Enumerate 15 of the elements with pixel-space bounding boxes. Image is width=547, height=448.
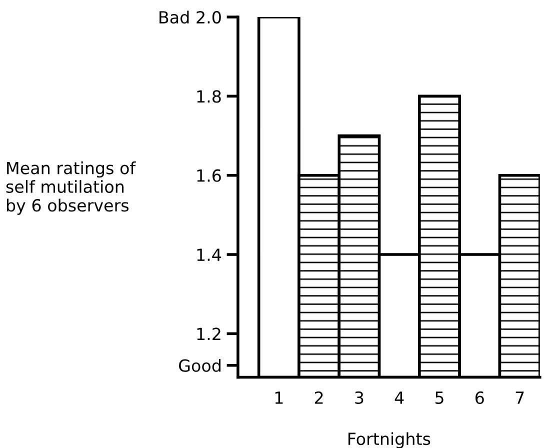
- y-axis-title: Mean ratings of self mutilation by 6 observers: [6, 161, 136, 215]
- x-tick-label: 4: [394, 392, 404, 404]
- x-tick-label: 7: [516, 392, 524, 404]
- x-tick-label: 5: [435, 392, 444, 404]
- x-axis-title: Fortnights: [348, 432, 430, 448]
- y-tick-label: Good: [179, 359, 220, 372]
- x-tick-label: 2: [314, 391, 323, 404]
- x-tick-label: 3: [355, 391, 364, 404]
- y-tick-label: 1.8: [197, 90, 221, 103]
- y-tick-label: 1.2: [197, 328, 220, 340]
- y-tick-label: 1.6: [197, 169, 221, 182]
- y-tick-label: 1.4: [197, 248, 222, 261]
- x-tick-label: 1: [275, 392, 283, 404]
- x-tick-label: 6: [476, 391, 484, 404]
- y-tick-label: Bad 2.0: [160, 10, 221, 24]
